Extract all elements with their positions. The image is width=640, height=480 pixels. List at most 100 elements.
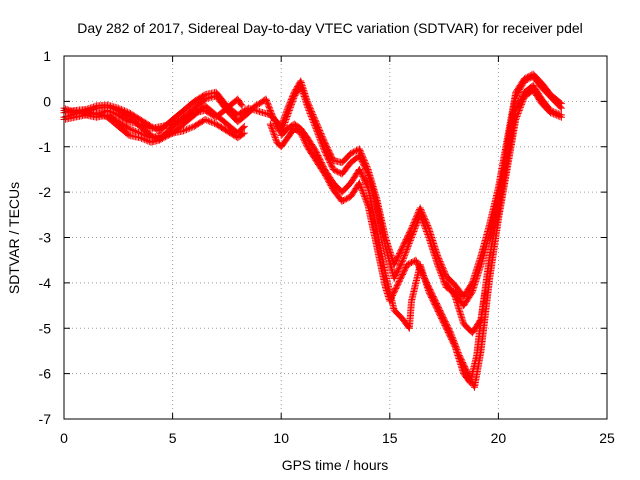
data-point bbox=[328, 183, 336, 191]
data-point bbox=[326, 180, 334, 188]
data-point bbox=[287, 96, 295, 104]
data-point bbox=[279, 116, 287, 124]
data-point bbox=[455, 350, 463, 358]
data-point bbox=[315, 125, 323, 133]
data-point bbox=[356, 181, 364, 189]
y-tick-label: -7 bbox=[39, 411, 52, 427]
data-point bbox=[516, 103, 524, 111]
data-point bbox=[434, 253, 442, 261]
x-tick-label: 10 bbox=[273, 430, 289, 446]
data-point bbox=[238, 102, 246, 110]
data-point bbox=[293, 83, 301, 91]
data-point bbox=[464, 370, 472, 378]
data-point bbox=[401, 250, 409, 258]
data-point bbox=[417, 207, 425, 215]
data-point bbox=[89, 110, 97, 118]
y-tick-label: -2 bbox=[39, 184, 52, 200]
data-point bbox=[142, 136, 150, 144]
data-point bbox=[303, 141, 311, 149]
data-point bbox=[437, 260, 445, 268]
data-point bbox=[359, 154, 367, 162]
data-point bbox=[317, 129, 325, 137]
data-point bbox=[266, 120, 274, 128]
data-point bbox=[239, 123, 247, 131]
data-point bbox=[173, 118, 181, 126]
data-point bbox=[207, 118, 215, 126]
data-point bbox=[163, 132, 171, 140]
data-point bbox=[285, 101, 293, 109]
data-point bbox=[314, 122, 322, 130]
data-point bbox=[136, 134, 144, 142]
data-point bbox=[321, 170, 329, 178]
data-point bbox=[453, 345, 461, 353]
data-point bbox=[68, 107, 76, 115]
data-point bbox=[451, 339, 459, 347]
data-point bbox=[270, 131, 278, 139]
data-point bbox=[263, 97, 271, 105]
data-point bbox=[300, 135, 308, 143]
data-point bbox=[515, 106, 523, 114]
data-point bbox=[339, 196, 347, 204]
data-point bbox=[164, 131, 172, 139]
data-point bbox=[409, 222, 417, 230]
data-point bbox=[310, 113, 318, 121]
data-point bbox=[141, 136, 149, 144]
data-point bbox=[130, 127, 138, 135]
data-point bbox=[399, 255, 407, 263]
data-point bbox=[181, 126, 189, 134]
data-point bbox=[476, 317, 484, 325]
data-point bbox=[287, 97, 295, 105]
data-point bbox=[401, 252, 409, 260]
data-point bbox=[416, 204, 424, 212]
data-point bbox=[361, 193, 369, 201]
data-point bbox=[203, 116, 211, 124]
data-point bbox=[160, 134, 168, 142]
data-point bbox=[408, 258, 416, 266]
data-point bbox=[272, 135, 280, 143]
x-tick-label: 20 bbox=[491, 430, 507, 446]
data-point bbox=[269, 128, 277, 136]
data-point bbox=[449, 335, 457, 343]
data-point bbox=[271, 134, 279, 142]
data-point bbox=[142, 123, 150, 131]
data-point bbox=[267, 122, 275, 130]
data-point bbox=[278, 119, 286, 127]
data-point bbox=[439, 263, 447, 271]
data-point bbox=[327, 182, 335, 190]
data-point bbox=[210, 119, 218, 127]
data-point bbox=[66, 107, 74, 115]
data-point bbox=[448, 333, 456, 341]
data-point bbox=[467, 280, 475, 288]
data-point bbox=[359, 190, 367, 198]
data-point bbox=[298, 132, 306, 140]
data-point bbox=[556, 113, 564, 121]
data-point bbox=[200, 91, 208, 99]
data-point bbox=[422, 219, 430, 227]
data-point bbox=[362, 160, 370, 168]
data-point bbox=[311, 116, 319, 124]
data-point bbox=[362, 196, 370, 204]
data-point bbox=[300, 86, 308, 94]
data-point bbox=[419, 211, 427, 219]
data-point bbox=[358, 151, 366, 159]
data-point bbox=[424, 223, 432, 231]
data-point bbox=[138, 121, 146, 129]
data-point bbox=[316, 128, 324, 136]
data-point bbox=[357, 149, 365, 157]
data-point bbox=[329, 165, 337, 173]
data-point bbox=[342, 195, 350, 203]
data-point bbox=[291, 87, 299, 95]
data-point bbox=[323, 174, 331, 182]
data-point bbox=[439, 265, 447, 273]
data-point bbox=[424, 222, 432, 230]
data-point bbox=[299, 83, 307, 91]
data-point bbox=[519, 97, 527, 105]
chart-title: Day 282 of 2017, Sidereal Day-to-day VTE… bbox=[77, 20, 583, 36]
data-point bbox=[127, 125, 135, 133]
data-point bbox=[351, 147, 359, 155]
data-point bbox=[141, 122, 149, 130]
data-point bbox=[65, 106, 73, 114]
data-point bbox=[264, 101, 272, 109]
data-point bbox=[512, 116, 520, 124]
data-point bbox=[113, 110, 121, 118]
